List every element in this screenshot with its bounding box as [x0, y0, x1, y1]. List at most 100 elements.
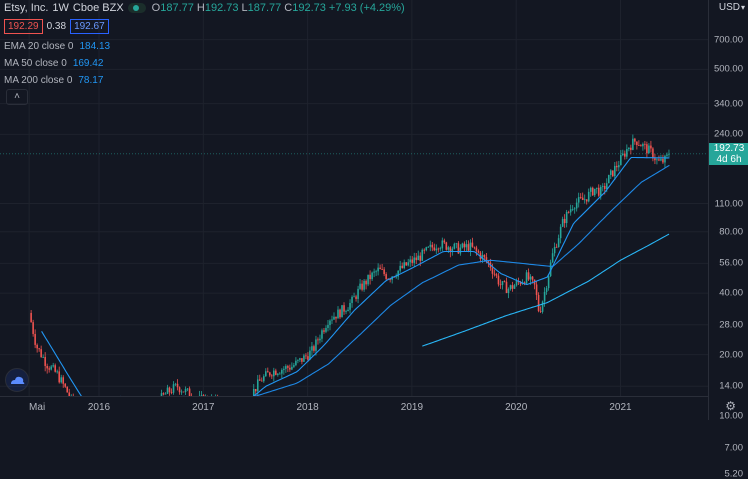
- candle[interactable]: [329, 319, 331, 330]
- candle[interactable]: [562, 217, 564, 227]
- candle[interactable]: [325, 325, 327, 333]
- candle[interactable]: [460, 244, 462, 255]
- candle[interactable]: [275, 369, 277, 376]
- candle[interactable]: [446, 242, 448, 251]
- candle[interactable]: [528, 269, 530, 281]
- candle[interactable]: [554, 243, 556, 257]
- candle[interactable]: [504, 280, 506, 282]
- candle[interactable]: [403, 260, 405, 270]
- candle[interactable]: [494, 269, 496, 276]
- candle[interactable]: [506, 278, 508, 293]
- candle[interactable]: [381, 264, 383, 270]
- candle[interactable]: [333, 312, 335, 320]
- candle[interactable]: [425, 247, 427, 252]
- candle[interactable]: [458, 241, 460, 254]
- candle[interactable]: [50, 365, 52, 371]
- settings-gear-icon[interactable]: ⚙: [725, 399, 736, 413]
- candle[interactable]: [311, 342, 313, 356]
- candle[interactable]: [173, 381, 175, 395]
- candle[interactable]: [407, 259, 409, 266]
- candle[interactable]: [189, 386, 191, 396]
- candle[interactable]: [339, 309, 341, 319]
- candle[interactable]: [317, 337, 319, 344]
- candle[interactable]: [66, 386, 68, 392]
- candle[interactable]: [349, 299, 351, 313]
- candle[interactable]: [297, 359, 299, 363]
- candle[interactable]: [454, 243, 456, 250]
- indicator-ema20[interactable]: EMA 20 close 0 184.13: [4, 41, 110, 52]
- candle[interactable]: [478, 249, 480, 253]
- candle[interactable]: [664, 155, 666, 168]
- candle[interactable]: [299, 358, 301, 362]
- candle[interactable]: [596, 188, 598, 194]
- candle[interactable]: [68, 389, 70, 396]
- collapse-legend-button[interactable]: ˄: [6, 89, 28, 105]
- candle[interactable]: [580, 193, 582, 199]
- candle[interactable]: [427, 246, 429, 248]
- candle[interactable]: [347, 307, 349, 311]
- candlesticks[interactable]: [30, 135, 669, 396]
- candle[interactable]: [175, 383, 177, 386]
- candle[interactable]: [542, 300, 544, 313]
- candle[interactable]: [496, 273, 498, 278]
- candle[interactable]: [512, 282, 514, 292]
- currency-selector[interactable]: USD▾: [719, 2, 745, 13]
- candle[interactable]: [413, 253, 415, 267]
- candle[interactable]: [46, 364, 48, 374]
- candle[interactable]: [32, 320, 34, 337]
- ask-box[interactable]: 192.67: [70, 19, 109, 34]
- candle[interactable]: [576, 198, 578, 211]
- candle[interactable]: [171, 388, 173, 394]
- price-chart[interactable]: [0, 0, 708, 396]
- candle[interactable]: [265, 368, 267, 377]
- candle[interactable]: [594, 189, 596, 197]
- candle[interactable]: [590, 187, 592, 197]
- candle[interactable]: [624, 151, 626, 160]
- candle[interactable]: [584, 194, 586, 203]
- candle[interactable]: [169, 387, 171, 396]
- candle[interactable]: [456, 243, 458, 248]
- candle[interactable]: [502, 281, 504, 289]
- candle[interactable]: [648, 143, 650, 153]
- candle[interactable]: [361, 280, 363, 291]
- candle[interactable]: [626, 144, 628, 159]
- candle[interactable]: [48, 366, 50, 372]
- candle[interactable]: [610, 169, 612, 179]
- candle[interactable]: [592, 187, 594, 196]
- candle[interactable]: [566, 210, 568, 227]
- candle[interactable]: [291, 362, 293, 370]
- candle[interactable]: [281, 368, 283, 378]
- candle[interactable]: [437, 248, 439, 253]
- candle[interactable]: [40, 346, 42, 358]
- candle[interactable]: [327, 320, 329, 331]
- candle[interactable]: [183, 391, 185, 392]
- candle[interactable]: [634, 138, 636, 145]
- candle[interactable]: [313, 345, 315, 353]
- candle[interactable]: [444, 239, 446, 244]
- candle[interactable]: [187, 388, 189, 391]
- candle[interactable]: [377, 263, 379, 275]
- candle[interactable]: [431, 242, 433, 251]
- candle[interactable]: [552, 248, 554, 263]
- symbol-name[interactable]: Etsy, Inc.: [4, 2, 48, 14]
- candle[interactable]: [295, 357, 297, 366]
- candle[interactable]: [289, 365, 291, 372]
- candle[interactable]: [263, 374, 265, 383]
- candle[interactable]: [185, 387, 187, 395]
- candle[interactable]: [379, 265, 381, 270]
- candle[interactable]: [285, 364, 287, 373]
- candle[interactable]: [574, 207, 576, 214]
- candle[interactable]: [570, 205, 572, 216]
- candle[interactable]: [614, 162, 616, 180]
- candle[interactable]: [636, 141, 638, 149]
- candle[interactable]: [564, 214, 566, 228]
- candle[interactable]: [331, 316, 333, 324]
- candle[interactable]: [177, 379, 179, 390]
- candle[interactable]: [269, 372, 271, 377]
- candle[interactable]: [163, 392, 165, 395]
- candle[interactable]: [588, 189, 590, 203]
- candle[interactable]: [638, 140, 640, 146]
- candle[interactable]: [652, 147, 654, 161]
- candle[interactable]: [598, 184, 600, 197]
- candle[interactable]: [371, 272, 373, 281]
